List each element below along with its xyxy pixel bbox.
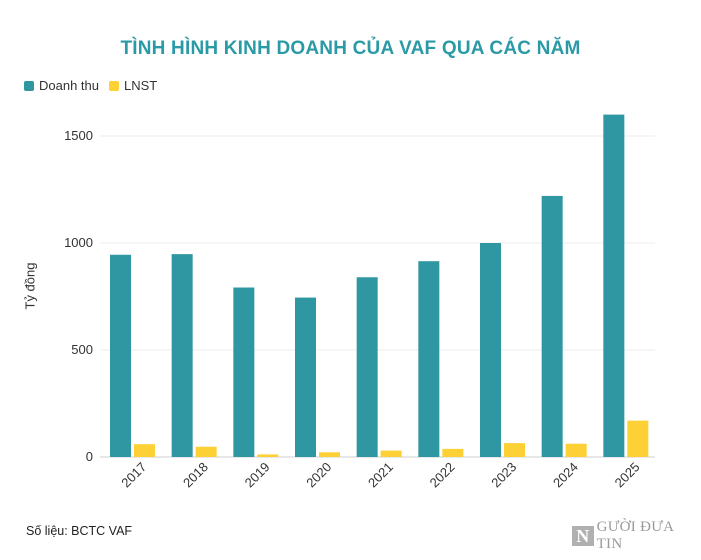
logo-mark: N: [572, 526, 594, 546]
source-note: Số liệu: BCTC VAF: [26, 524, 133, 538]
x-tick-label-2018: 2018: [180, 459, 211, 490]
logo-text: GƯỜI ĐƯA TIN: [596, 519, 674, 552]
y-tick-label-0: 0: [86, 449, 93, 464]
y-tick-label-500: 500: [71, 342, 93, 357]
y-tick-label-1000: 1000: [64, 235, 93, 250]
bar-revenue-2020: [295, 297, 316, 457]
bar-revenue-2022: [418, 261, 440, 457]
x-tick-label-2025: 2025: [612, 459, 643, 490]
bar-revenue-2019: [233, 287, 255, 457]
x-tick-label-2021: 2021: [365, 459, 396, 490]
legend: Doanh thu LNST: [24, 78, 167, 93]
publisher-logo: N GƯỜI ĐƯA TIN: [572, 519, 701, 553]
bar-profit-2023: [504, 443, 525, 457]
bar-profit-2020: [319, 452, 340, 457]
bar-revenue-2021: [356, 277, 378, 457]
bar-profit-2019: [257, 454, 279, 457]
x-tick-label-2023: 2023: [488, 459, 519, 490]
bar-revenue-2023: [480, 243, 501, 457]
bar-revenue-2017: [110, 254, 131, 457]
bar-profit-2017: [134, 444, 155, 457]
bar-profit-2018: [195, 446, 217, 457]
x-tick-label-2020: 2020: [303, 459, 334, 490]
x-tick-label-2019: 2019: [242, 459, 273, 490]
y-tick-label-1500: 1500: [64, 128, 93, 143]
bar-profit-2022: [442, 448, 464, 457]
legend-label-profit: LNST: [124, 78, 158, 93]
legend-swatch-revenue: [24, 80, 34, 91]
legend-label-revenue: Doanh thu: [39, 78, 99, 93]
legend-swatch-profit: [109, 80, 119, 91]
legend-item-revenue: Doanh thu: [24, 78, 99, 93]
legend-item-profit: LNST: [109, 78, 157, 93]
chart-title: TÌNH HÌNH KINH DOANH CỦA VAF QUA CÁC NĂM: [120, 38, 581, 59]
bar-revenue-2025: [603, 114, 625, 457]
bar-profit-2025: [627, 420, 649, 457]
x-tick-label-2024: 2024: [550, 459, 581, 490]
x-tick-label-2017: 2017: [118, 459, 149, 490]
bar-revenue-2024: [541, 195, 563, 458]
bar-revenue-2018: [171, 254, 193, 457]
bar-profit-2024: [565, 443, 587, 457]
bar-profit-2021: [380, 450, 402, 457]
x-tick-label-2022: 2022: [427, 459, 458, 490]
